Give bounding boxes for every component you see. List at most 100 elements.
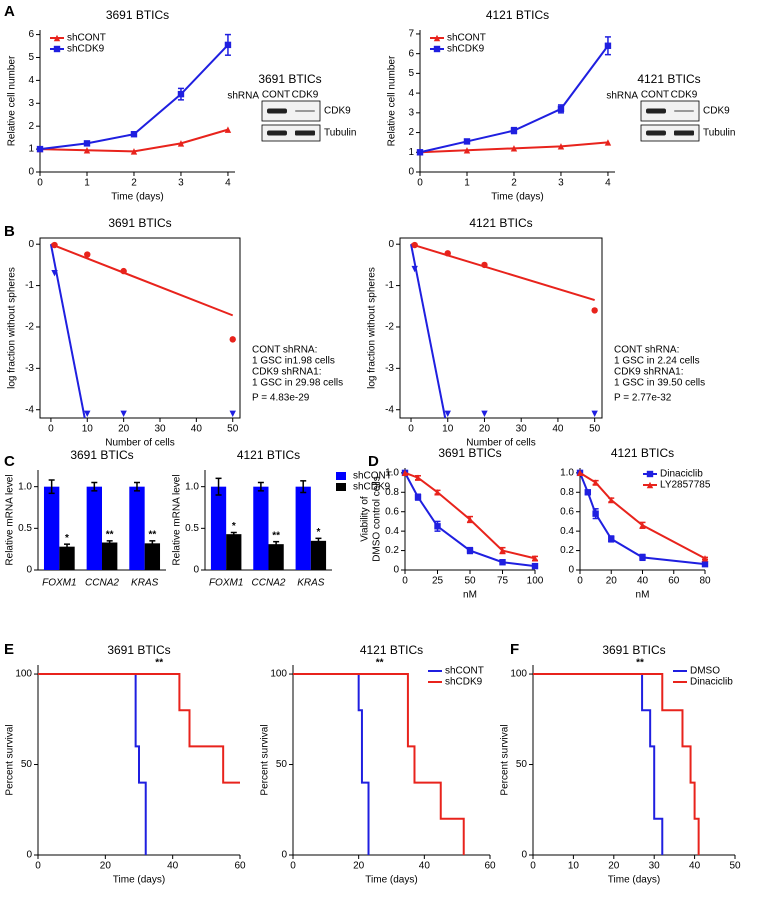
marker (576, 469, 584, 477)
y-tick-label: -1 (25, 280, 34, 291)
marker (639, 554, 646, 561)
marker (499, 547, 506, 554)
marker (608, 535, 615, 543)
x-tick-label: 0 (408, 424, 414, 435)
x-tick-label: 40 (552, 424, 564, 435)
y-tick-label: 5 (28, 52, 34, 63)
x-axis-label: nM (636, 590, 650, 601)
marker (53, 34, 61, 42)
x-tick-label: 80 (699, 576, 711, 587)
x-tick-label: 3 (178, 178, 184, 189)
x-tick-label: 20 (606, 576, 618, 587)
x-tick-label: 10 (442, 424, 454, 435)
marker (84, 251, 91, 258)
y-axis-label: Viability of (360, 496, 371, 542)
significance: ** (106, 529, 114, 540)
frame (39, 237, 241, 419)
x-tick-label: 30 (649, 861, 661, 872)
blot-lane: CONT (262, 90, 290, 101)
series-line (404, 472, 536, 568)
y-tick-label: 0.8 (385, 487, 399, 498)
y-tick-label: 0.4 (385, 526, 399, 537)
x-tick-label: 30 (516, 424, 528, 435)
x-tick-label: 0 (402, 576, 408, 587)
blot-lane: CDK9 (292, 90, 319, 101)
x-tick-label: 30 (154, 424, 166, 435)
panel-label: D (368, 453, 379, 470)
significance: ** (148, 529, 156, 540)
y-axis-label: Relative mRNA level (172, 474, 183, 565)
legend-label: shCONT (445, 666, 484, 677)
annotation: CONT shRNA: (614, 345, 679, 356)
marker (433, 34, 441, 42)
y-tick-label: 4 (28, 75, 34, 86)
x-tick-label: 10 (568, 861, 580, 872)
marker (83, 147, 91, 154)
x-tick-label: 50 (464, 576, 476, 587)
x-axis-label: Time (days) (608, 875, 660, 886)
x-axis-label: nM (463, 590, 477, 601)
y-tick-label: 0.5 (185, 523, 199, 534)
y-tick-label: 4 (408, 88, 414, 99)
x-tick-label: 0 (530, 861, 536, 872)
x-tick-label: 50 (589, 424, 601, 435)
annotation: 1 GSC in1.98 cells (252, 356, 335, 367)
marker (604, 42, 612, 49)
blot-lane: CONT (641, 90, 669, 101)
marker (416, 149, 424, 156)
marker (463, 138, 471, 145)
series-line (410, 244, 447, 419)
marker (639, 522, 646, 529)
y-tick-label: 1.0 (18, 481, 32, 492)
marker (646, 481, 654, 489)
chart-title: 4121 BTICs (237, 448, 300, 462)
y-tick-label: 0 (568, 565, 574, 576)
marker (701, 560, 709, 568)
x-tick-label: 60 (484, 861, 496, 872)
bar (144, 543, 161, 570)
marker (481, 410, 488, 418)
y-tick-label: 0 (28, 239, 34, 250)
x-tick-label: FOXM1 (42, 578, 76, 589)
x-tick-label: 20 (608, 861, 620, 872)
marker (592, 510, 599, 517)
panel-label: B (4, 223, 15, 240)
x-tick-label: 4 (225, 178, 231, 189)
marker (434, 489, 441, 496)
y-axis-label: Relative cell number (387, 55, 398, 146)
blot-row-label: Tubulin (703, 128, 735, 139)
series-line (533, 673, 664, 855)
y-tick-label: 100 (15, 669, 32, 680)
marker (510, 145, 518, 152)
annotation: P = 4.83e-29 (252, 393, 310, 404)
marker (401, 469, 409, 477)
y-axis-label: Percent survival (5, 724, 16, 795)
bar (129, 486, 145, 570)
marker (229, 410, 236, 418)
y-tick-label: 3 (28, 98, 34, 109)
y-tick-label: 0 (281, 850, 287, 861)
chart-title: 3691 BTICs (70, 448, 133, 462)
x-tick-label: CCNA2 (85, 578, 119, 589)
series-line (50, 243, 234, 317)
chart-title: 4121 BTICs (469, 216, 532, 230)
y-tick-label: 1.0 (385, 467, 399, 478)
x-axis-label: Number of cells (105, 438, 174, 449)
y-axis-label: log fraction without spheres (367, 267, 378, 389)
marker (120, 410, 127, 418)
marker (411, 265, 418, 273)
blot-shrna-label: shRNA (227, 91, 259, 102)
legend-label: DMSO (690, 666, 720, 677)
legend-label: LY2857785 (660, 480, 711, 491)
x-axis-label: Time (days) (113, 875, 165, 886)
series-line (579, 472, 706, 566)
marker (414, 474, 422, 481)
x-tick-label: 20 (479, 424, 491, 435)
y-tick-label: 7 (408, 29, 414, 40)
marker (531, 555, 539, 562)
legend-label: shCONT (447, 33, 486, 44)
x-tick-label: KRAS (131, 578, 159, 589)
blot-band (295, 110, 315, 112)
marker (36, 145, 44, 153)
